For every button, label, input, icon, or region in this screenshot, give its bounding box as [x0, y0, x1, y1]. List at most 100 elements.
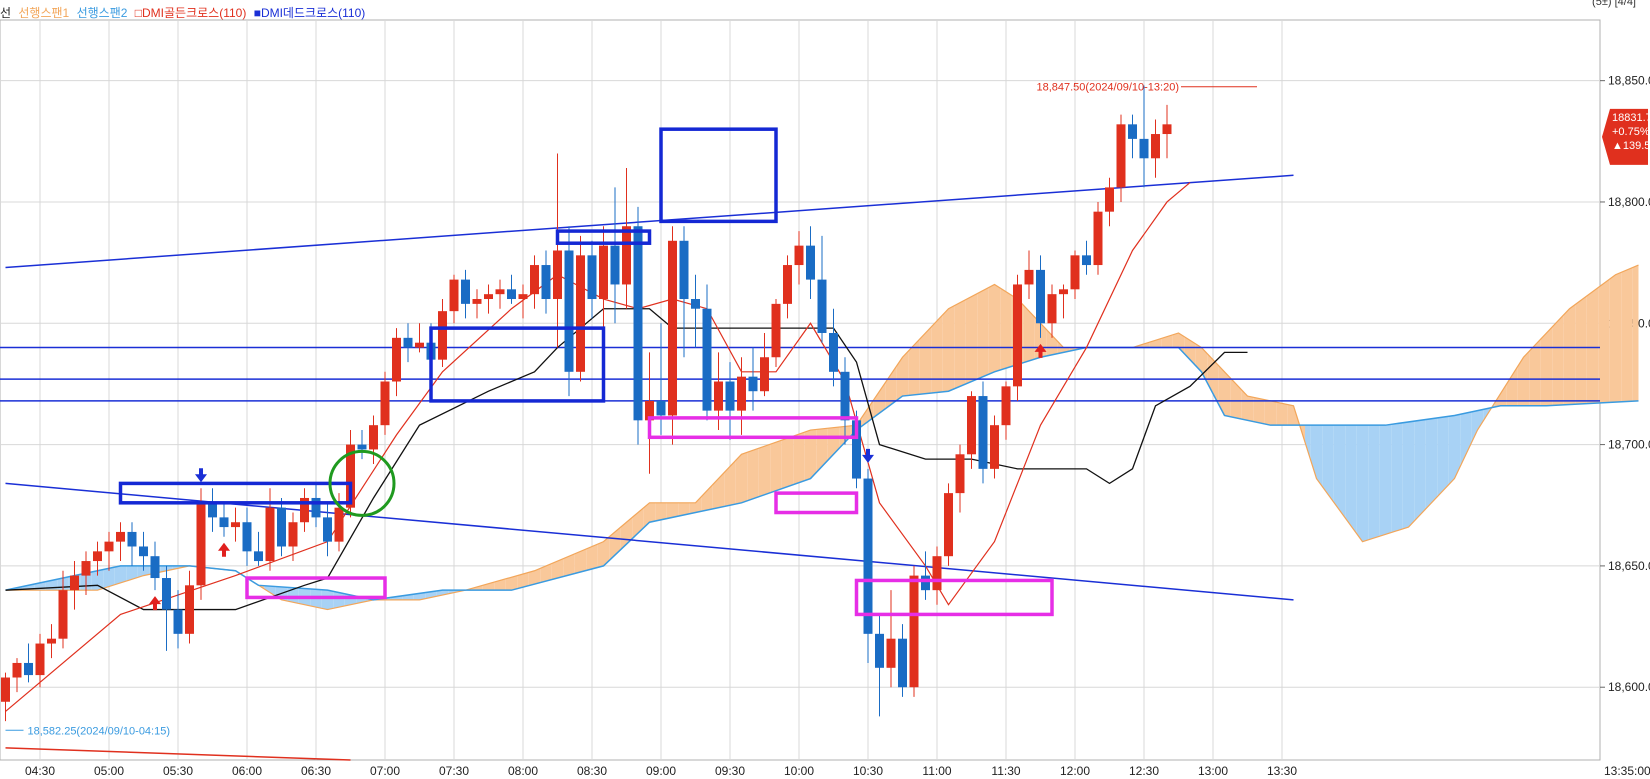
legend-dmi-dead[interactable]: DMI데드크로스(110)	[260, 6, 366, 20]
x-tick-label: 06:00	[232, 764, 262, 778]
cloud-segment	[1563, 308, 1570, 405]
candle-body	[817, 279, 827, 333]
cloud-segment	[569, 553, 575, 575]
cloud-segment	[1581, 295, 1587, 404]
cloud-segment	[586, 546, 592, 571]
cloud-segment	[689, 502, 696, 514]
cloud-segment	[1287, 404, 1294, 426]
candle-body	[219, 517, 229, 528]
cloud-segment	[931, 320, 937, 394]
candle-body	[495, 289, 505, 295]
candle-body	[645, 400, 654, 421]
cloud-segment	[804, 430, 811, 481]
blue-annotation-box	[659, 127, 778, 224]
cloud-segment	[655, 502, 661, 522]
cloud-segment	[885, 374, 891, 409]
cloud-segment	[1437, 417, 1443, 497]
cloud-segment	[620, 522, 627, 550]
candle-body	[898, 638, 907, 688]
candle-body	[886, 638, 896, 668]
cloud-segment	[902, 351, 909, 397]
candle	[633, 206, 643, 445]
cloud-segment	[1621, 269, 1627, 402]
cloud-segment	[80, 573, 86, 591]
candle	[185, 570, 194, 644]
cloud-segment	[1230, 377, 1236, 418]
x-tick-label: 12:00	[1060, 764, 1090, 778]
cloud-segment	[1362, 425, 1369, 542]
candle-body	[127, 531, 137, 547]
candle-body	[185, 585, 194, 634]
candle	[1013, 274, 1022, 401]
candle-body	[35, 643, 45, 676]
cloud-segment	[1402, 421, 1409, 529]
candle	[495, 279, 505, 309]
candle	[760, 332, 769, 397]
cloud-segment	[1345, 425, 1351, 526]
legend-span2[interactable]: 선행스팬2	[76, 6, 128, 20]
candle	[461, 269, 470, 319]
legend-span1[interactable]: 선행스팬1	[18, 6, 70, 20]
cloud-segment	[1609, 274, 1616, 403]
legend-dmi-golden[interactable]: DMI골든크로스(110)	[142, 6, 247, 20]
cloud-segment	[1213, 359, 1219, 405]
candle	[58, 570, 68, 649]
candle	[150, 541, 160, 591]
cloud-segment	[977, 290, 983, 380]
candle	[645, 352, 654, 474]
green-circle-annotation	[328, 449, 396, 517]
cloud-segment	[132, 565, 138, 580]
red-decline-line	[5, 747, 351, 761]
cloud-segment	[988, 284, 995, 375]
candle	[564, 226, 574, 397]
candle-body	[1082, 255, 1091, 266]
magenta-annotation-box	[245, 576, 387, 600]
candle-body	[633, 226, 643, 421]
cloud-segment	[730, 460, 736, 506]
buy-arrow-icon	[149, 596, 161, 611]
candle	[1151, 119, 1160, 178]
cloud-segment	[1270, 400, 1277, 426]
cloud-segment	[753, 448, 759, 499]
cloud-segment	[1282, 403, 1288, 426]
cloud-segment	[546, 563, 552, 582]
candle-body	[944, 493, 953, 557]
x-last-label: 13:35:00	[1604, 764, 1650, 778]
candle	[1116, 114, 1126, 202]
candle-body	[461, 279, 470, 304]
x-tick-label: 06:30	[301, 764, 331, 778]
candle	[955, 444, 965, 513]
x-tick-label: 13:30	[1267, 764, 1297, 778]
cloud-segment	[678, 502, 684, 517]
candle	[530, 255, 539, 309]
cloud-segment	[1224, 371, 1231, 417]
candle-body	[587, 255, 597, 300]
candle	[196, 488, 206, 600]
cloud-segment	[971, 293, 978, 382]
candle-body	[1024, 269, 1034, 285]
cloud-segment	[1264, 399, 1271, 426]
candle-body	[81, 561, 91, 576]
cloud-segment	[1374, 425, 1380, 538]
candle-body	[150, 556, 160, 579]
cloud-segment	[494, 580, 500, 591]
cloud-segment	[776, 440, 782, 491]
cloud-segment	[643, 502, 650, 528]
candle-body	[794, 245, 804, 266]
cloud-segment	[425, 591, 431, 599]
cloud-segment	[321, 589, 328, 610]
cloud-segment	[1477, 409, 1484, 431]
candle-body	[392, 337, 401, 382]
cloud-segment	[523, 572, 529, 588]
cloud-segment	[551, 561, 558, 580]
cloud-segment	[1172, 332, 1179, 348]
candle-body	[541, 265, 551, 300]
candle-body	[691, 299, 700, 309]
cloud-segment	[1276, 402, 1282, 426]
cloud-segment	[1322, 425, 1328, 495]
cloud-segment	[1598, 283, 1604, 404]
candle	[806, 226, 815, 300]
cloud-segment	[534, 568, 541, 585]
x-tick-label: 07:00	[370, 764, 400, 778]
